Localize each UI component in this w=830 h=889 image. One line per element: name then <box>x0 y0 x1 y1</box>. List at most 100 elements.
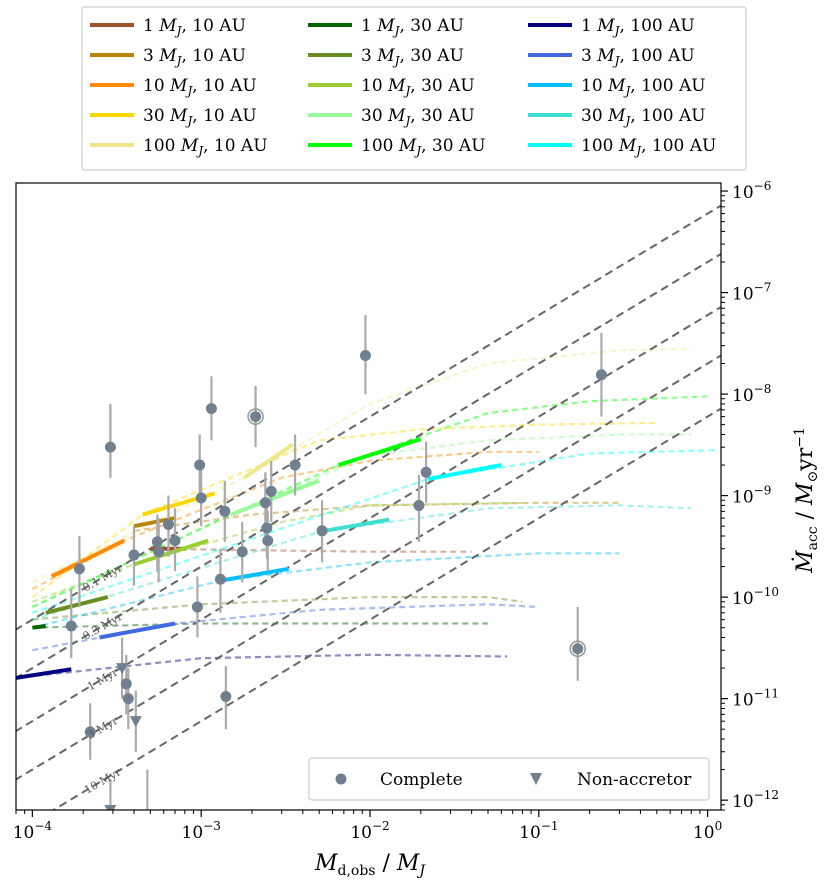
data-point-nonaccretor <box>129 716 142 728</box>
legend-top: 1 MJ, 10 AU 3 MJ, 10 AU 10 MJ, 10 AU 30 MJ,… <box>90 16 716 158</box>
data-point-complete <box>413 499 425 511</box>
legend-label: 100 MJ, 30 AU <box>361 136 486 158</box>
track-faded <box>31 421 657 598</box>
track-faded <box>150 547 472 553</box>
legend-label: Non-accretor <box>577 770 692 790</box>
legend-entry: 10 MJ, 10 AU <box>90 76 257 98</box>
x-tick-label: 10−4 <box>13 819 53 843</box>
legend-label: 30 MJ, 30 AU <box>361 106 475 128</box>
legend-label: 30 MJ, 100 AU <box>581 106 706 128</box>
track-bold <box>220 566 290 583</box>
track-bold <box>50 538 126 579</box>
track-faded <box>31 347 692 584</box>
legend-entry: 3 MJ, 100 AU <box>528 46 695 68</box>
data-point-complete <box>84 726 96 738</box>
track-bold <box>243 442 295 480</box>
data-point-complete <box>153 546 165 558</box>
track-faded <box>31 450 539 591</box>
legend-entry: 100 MJ, 100 AU <box>528 136 716 158</box>
axes-frame <box>15 182 722 811</box>
legend-entry: 1 MJ, 100 AU <box>528 16 695 38</box>
x-axis-title: Md,obs / MJ <box>314 851 426 879</box>
track-faded <box>32 504 692 621</box>
track-bold <box>230 478 320 517</box>
isochrone-line <box>16 204 721 631</box>
legend-marker-circle <box>335 773 347 785</box>
legend-top-box <box>81 6 747 171</box>
data-point-complete <box>151 536 163 548</box>
legend-bottom-box <box>308 757 710 801</box>
legend-entry: 10 MJ, 100 AU <box>528 76 706 98</box>
track-bold <box>318 517 390 534</box>
legend-label: 3 MJ, 10 AU <box>143 46 246 68</box>
data-point-complete <box>194 459 206 471</box>
data-point-complete <box>65 620 77 632</box>
data-point-nonaccretor <box>104 805 117 810</box>
data-point-complete <box>316 525 328 537</box>
legend-entry: 30 MJ, 30 AU <box>308 106 475 128</box>
data-point-complete <box>205 403 217 415</box>
legend-entry: 1 MJ, 30 AU <box>308 16 464 38</box>
legend-entry: 10 MJ, 30 AU <box>308 76 475 98</box>
track-bold <box>16 667 72 680</box>
x-tick-label: 10−1 <box>519 819 558 843</box>
legend-label: 3 MJ, 100 AU <box>581 46 695 68</box>
legend-label: 1 MJ, 100 AU <box>581 16 695 38</box>
isochrone-line <box>16 252 721 680</box>
legend-entry: 30 MJ, 100 AU <box>528 106 706 128</box>
track-bold <box>133 538 209 567</box>
y-tick-label: 10−12 <box>732 788 779 812</box>
x-tick-label: 10−3 <box>182 819 221 843</box>
y-tick-label: 10−8 <box>732 382 771 406</box>
legend-label: 100 MJ, 10 AU <box>143 136 268 158</box>
y-tick-label: 10−9 <box>732 484 771 508</box>
data-point-complete <box>128 549 140 561</box>
isochrone-label: 10 Myr <box>82 765 124 797</box>
track-bold <box>32 624 46 630</box>
legend-entry: 3 MJ, 30 AU <box>308 46 464 68</box>
legend-label: 100 MJ, 100 AU <box>581 136 716 158</box>
data-point-ring <box>569 640 587 658</box>
y-tick-label: 10−11 <box>732 687 779 711</box>
legend-entry: 30 MJ, 10 AU <box>90 106 257 128</box>
legend-label: 10 MJ, 10 AU <box>143 76 257 98</box>
legend-entry: 100 MJ, 30 AU <box>308 136 486 158</box>
legend-label: 10 MJ, 100 AU <box>581 76 706 98</box>
data-point-complete <box>122 693 134 705</box>
data-point-complete <box>73 563 85 575</box>
data-point-complete <box>289 459 301 471</box>
plot-area <box>16 204 721 810</box>
y-tick-label: 10−10 <box>732 585 779 609</box>
track-bold <box>45 595 109 615</box>
y-tick-label: 10−6 <box>732 179 771 203</box>
data-point-nonaccretor <box>116 663 129 675</box>
legend-entry: 3 MJ, 10 AU <box>90 46 246 68</box>
data-point-complete <box>169 535 181 547</box>
track-bold <box>337 437 422 467</box>
legend-label: 1 MJ, 30 AU <box>361 16 464 38</box>
x-tick-label: 10−2 <box>350 819 389 843</box>
isochrone-line <box>16 354 721 781</box>
legend-marker-triangle <box>530 773 542 785</box>
y-tick-label: 10−7 <box>732 281 771 305</box>
data-point-complete <box>162 518 174 530</box>
data-point-complete <box>236 546 248 558</box>
track-faded <box>32 622 488 629</box>
legend-label: Complete <box>380 770 463 790</box>
data-point-complete <box>104 441 116 453</box>
track-faded <box>32 596 523 621</box>
legend-entry: 100 MJ, 10 AU <box>90 136 268 158</box>
legend-label: 3 MJ, 30 AU <box>361 46 464 68</box>
track-faded <box>32 449 715 614</box>
data-point-complete <box>191 601 203 613</box>
legend-label: 1 MJ, 10 AU <box>143 16 246 38</box>
data-point-complete <box>214 573 226 585</box>
track-faded <box>32 501 523 603</box>
data-point-complete <box>220 690 232 702</box>
data-point-complete <box>265 485 277 497</box>
legend-entry: 1 MJ, 10 AU <box>90 16 246 38</box>
legend-label: 30 MJ, 10 AU <box>143 106 257 128</box>
legend-entry-complete: Complete <box>335 770 463 790</box>
data-point-complete <box>262 535 274 547</box>
